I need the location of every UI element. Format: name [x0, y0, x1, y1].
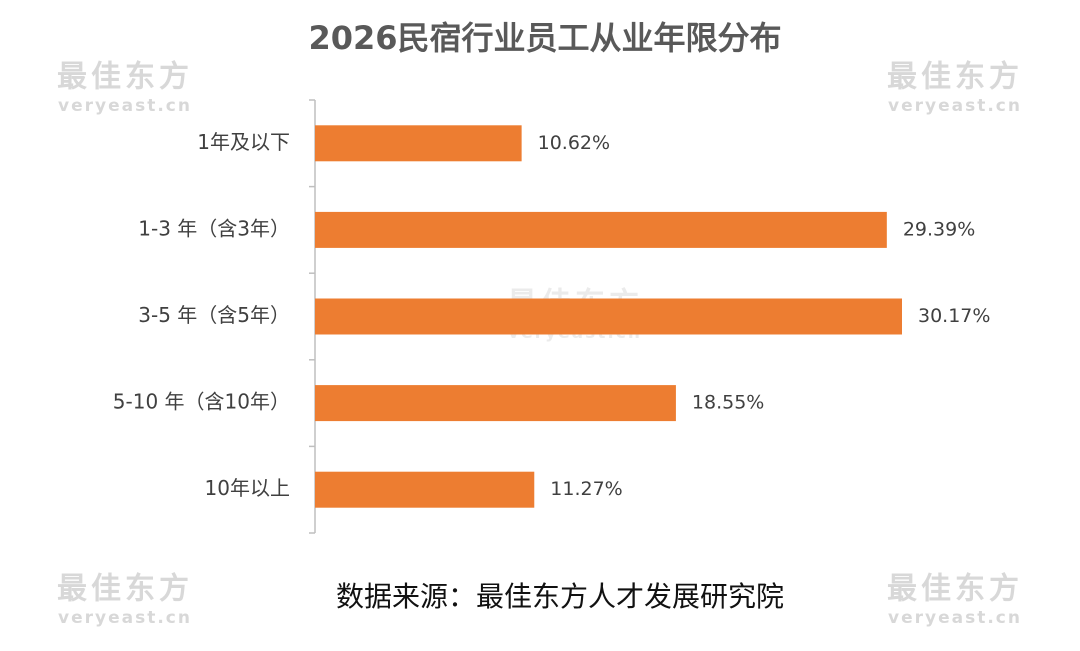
data-label: 11.27%	[550, 478, 622, 500]
watermark-brand: 最佳东方	[57, 572, 193, 607]
y-tick-label: 10年以上	[205, 476, 290, 500]
bar	[315, 385, 676, 422]
data-label: 30.17%	[918, 305, 990, 327]
bar	[315, 471, 535, 508]
y-tick-label: 1-3 年（含3年）	[138, 216, 290, 240]
data-label: 29.39%	[903, 218, 975, 240]
bar	[315, 211, 887, 248]
watermark-brand: 最佳东方	[887, 572, 1023, 607]
bar	[315, 125, 522, 162]
plot-area: 1年及以下 10.62% 1-3 年（含3年） 29.39% 3-5 年（含5年） 30.…	[113, 99, 990, 534]
watermark-url: veryeast.cn	[58, 608, 192, 628]
watermark-url: veryeast.cn	[888, 608, 1022, 628]
bar	[315, 298, 902, 335]
data-label: 18.55%	[692, 392, 764, 414]
source-note: 数据来源：最佳东方人才发展研究院	[336, 580, 784, 613]
chart-title: 2026民宿行业员工从业年限分布	[308, 19, 781, 57]
data-label: 10.62%	[538, 132, 610, 154]
watermark-brand: 最佳东方	[887, 60, 1023, 95]
y-tick-label: 3-5 年（含5年）	[138, 303, 290, 327]
watermark-brand: 最佳东方	[57, 60, 193, 95]
y-tick-label: 5-10 年（含10年）	[113, 390, 290, 414]
watermark-url: veryeast.cn	[58, 96, 192, 116]
y-tick-label: 1年及以下	[197, 130, 290, 154]
watermark-url: veryeast.cn	[888, 96, 1022, 116]
